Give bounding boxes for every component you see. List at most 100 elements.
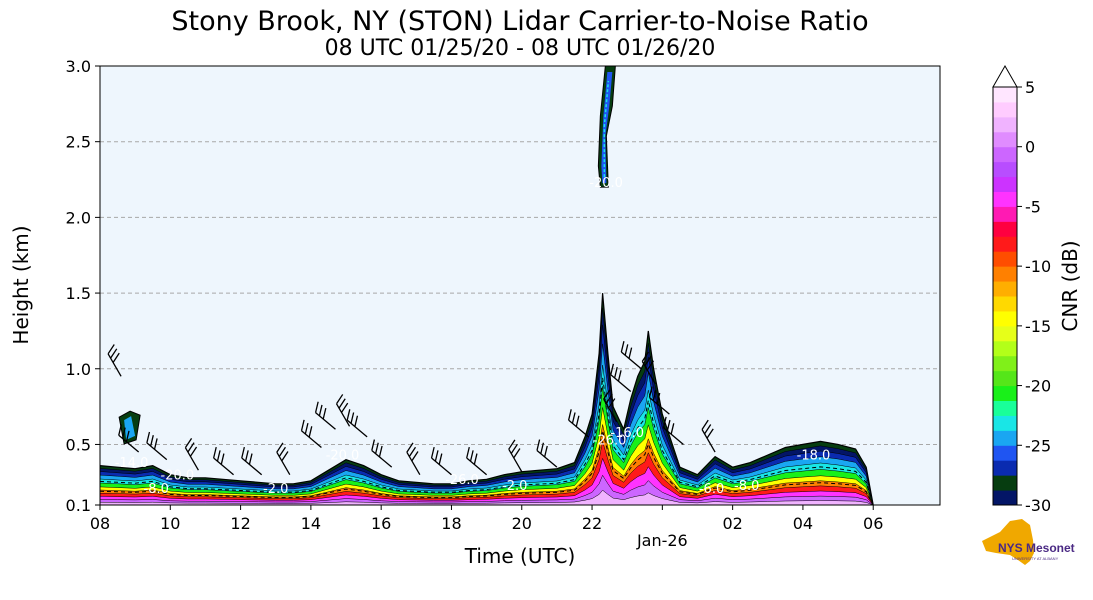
- cnr-contour-line: [100, 430, 874, 505]
- wind-barb-flag: [624, 344, 629, 356]
- colorbar-segment: [993, 355, 1017, 372]
- x-tick-label: 10: [160, 514, 180, 533]
- x-tick-label: 06: [863, 514, 883, 533]
- wind-barb-flag: [406, 442, 414, 453]
- wind-barb-flag: [244, 450, 249, 462]
- logo-subtext: UNIVERSITY AT ALBANY: [1012, 556, 1059, 561]
- y-axis: 0.1 0.5 1.0 1.5 2.0 2.5 3.0: [66, 57, 100, 515]
- wind-barb-flag: [248, 453, 253, 465]
- wind-barb-flag: [628, 347, 633, 359]
- wind-barb-flag: [620, 341, 625, 353]
- colorbar-segment: [993, 236, 1017, 252]
- x-tick-label: 02: [722, 514, 742, 533]
- wind-barb-flag: [662, 416, 667, 428]
- wind-barb-flag: [278, 446, 286, 457]
- wind-barb-flag: [648, 386, 653, 398]
- wind-barb-flag: [540, 442, 545, 454]
- plot-frame: [99, 65, 941, 506]
- colorbar-segment: [993, 445, 1017, 461]
- colorbar-segment: [993, 116, 1017, 133]
- x-tick-label: 20: [512, 514, 532, 533]
- contour-label: -20.0: [589, 176, 623, 191]
- wind-barb-flag: [216, 450, 221, 462]
- colorbar: 5 0 -5 -10 -15 -20 -25 -30: [992, 64, 1051, 515]
- wind-barb-flag: [350, 412, 355, 424]
- colorbar-tick-label: -5: [1025, 197, 1041, 216]
- wind-barb-flag: [146, 431, 151, 444]
- colorbar-segment: [993, 251, 1017, 267]
- wind-barb: [118, 424, 140, 453]
- wind-barb-flag: [150, 435, 154, 447]
- colorbar-frame: [992, 86, 1018, 506]
- wind-barb-flag: [335, 394, 344, 405]
- wind-barb: [146, 431, 168, 461]
- colorbar-segment: [993, 415, 1017, 431]
- wind-barb-flag: [318, 404, 323, 416]
- wind-barb-flag: [670, 423, 675, 435]
- colorbar-segment: [993, 325, 1017, 342]
- wind-barb: [371, 439, 393, 468]
- colorbar-segment: [993, 146, 1017, 163]
- contour-label: -16.0: [610, 426, 644, 441]
- wind-barb-flag: [613, 366, 618, 379]
- x-tick-label: 04: [793, 514, 813, 533]
- wind-barb-flag: [110, 348, 118, 359]
- wind-barb-flag: [603, 389, 611, 400]
- wind-barb-flag: [314, 401, 319, 413]
- colorbar-segment: [993, 370, 1017, 387]
- wind-barb-flag: [466, 446, 470, 459]
- contour-label: -8.0: [734, 479, 759, 494]
- colorbar-segment: [993, 490, 1017, 506]
- wind-barb-flag: [189, 446, 198, 457]
- wind-barb: [107, 344, 122, 377]
- wind-barb-flag: [378, 445, 383, 458]
- colorbar-tick-label: -30: [1025, 496, 1051, 515]
- wind-barb-flag: [704, 424, 712, 435]
- wind-barb-flag: [567, 409, 572, 421]
- contour-labels: -14.0-20.0-8.0 -2.0-20.0-26.0 -2.0-20.0-26…: [115, 176, 830, 497]
- x-tick-label: 12: [230, 514, 250, 533]
- colorbar-segment: [993, 385, 1017, 401]
- colorbar-label: CNR (dB): [1058, 240, 1082, 331]
- wind-barb: [241, 446, 263, 476]
- x-tick-label: 14: [301, 514, 321, 533]
- wind-barb-flag: [411, 451, 419, 462]
- chart-subtitle: 08 UTC 01/25/20 - 08 UTC 01/26/20: [324, 36, 716, 61]
- wind-barb-flag: [346, 409, 351, 421]
- wind-barb-flag: [644, 356, 652, 367]
- x-axis-label: Time (UTC): [464, 544, 576, 568]
- grid-lines: [100, 141, 940, 445]
- y-tick-label: 0.1: [66, 496, 91, 515]
- wind-barb-flag: [121, 427, 126, 439]
- colorbar-segment: [993, 101, 1017, 118]
- wind-barb: [620, 341, 642, 370]
- colorbar-segment: [993, 340, 1017, 357]
- colorbar-segment: [993, 131, 1017, 148]
- colorbar-segment: [993, 460, 1017, 476]
- wind-barb-flag: [187, 442, 195, 453]
- wind-barb-flag: [701, 419, 709, 430]
- wind-barb: [335, 394, 351, 427]
- wind-barb-flag: [605, 393, 613, 404]
- colorbar-segment: [993, 221, 1017, 237]
- wind-barb-flag: [304, 422, 309, 435]
- ny-state-shape-icon: [982, 519, 1034, 565]
- wind-barb-flag: [652, 389, 657, 401]
- wind-barb-flag: [112, 352, 120, 363]
- wind-barb-flag: [322, 408, 327, 420]
- y-tick-label: 3.0: [66, 57, 91, 76]
- wind-barb-flag: [646, 360, 655, 371]
- wind-barb-flag: [571, 412, 576, 424]
- wind-barb-flag: [473, 453, 478, 465]
- wind-barb-flag: [338, 398, 346, 409]
- wind-barb-flag: [241, 446, 245, 459]
- wind-barb-flag: [536, 439, 541, 451]
- contour-label: -18.0: [797, 449, 831, 464]
- wind-barb: [314, 401, 336, 430]
- wind-barb: [346, 409, 368, 438]
- colorbar-extend-arrow: [992, 64, 1018, 88]
- wind-barb-flag: [706, 428, 714, 439]
- cnr-field: [100, 66, 874, 505]
- colorbar-tick-label: -10: [1025, 257, 1051, 276]
- wind-barb: [648, 386, 670, 415]
